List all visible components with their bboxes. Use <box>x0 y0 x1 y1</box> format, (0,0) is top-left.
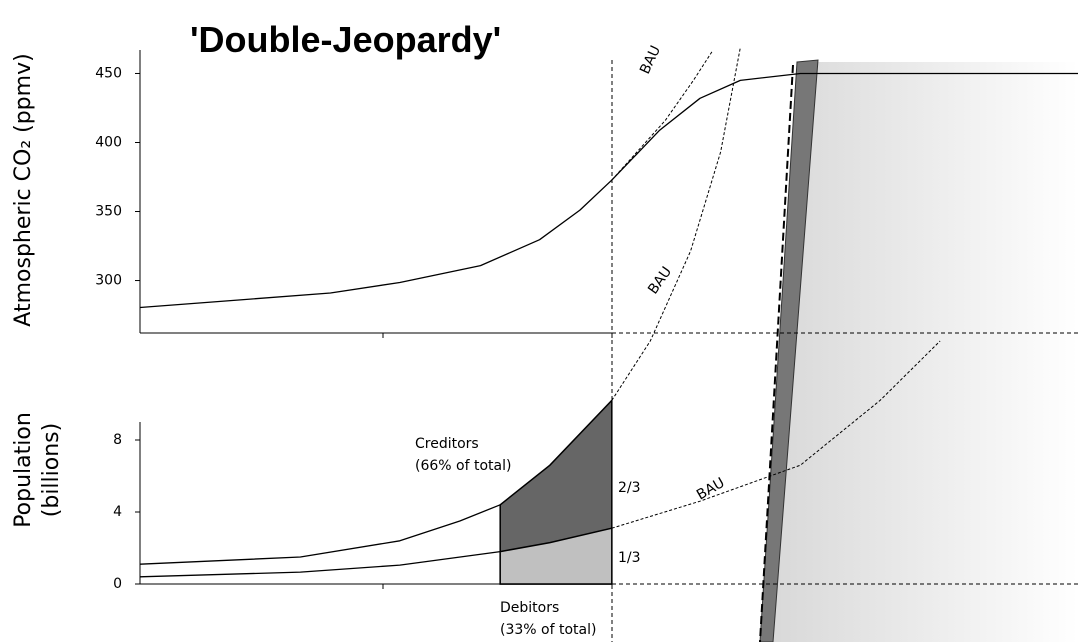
y-tick-label: 450 <box>95 65 122 81</box>
annotation: Creditors <box>415 436 479 452</box>
annotation: 1/3 <box>618 550 641 566</box>
line <box>611 47 741 401</box>
title: 'Double-Jeopardy' <box>190 19 501 60</box>
annotation: 2/3 <box>618 480 641 496</box>
wedge <box>759 59 819 642</box>
wedge-dash <box>759 64 794 642</box>
y-axis-label: (billions) <box>39 423 64 517</box>
y-axis-label: Atmospheric CO₂ (ppmv) <box>11 53 36 326</box>
line <box>611 51 713 181</box>
shade-region <box>770 62 1078 642</box>
y-tick-label: 8 <box>113 432 122 448</box>
line <box>611 340 941 529</box>
line <box>139 504 501 565</box>
annotation: (33% of total) <box>500 622 596 638</box>
y-tick-label: 0 <box>113 576 122 592</box>
y-tick-label: 300 <box>95 273 122 289</box>
y-tick-label: 350 <box>95 204 122 220</box>
annotation: BAU <box>645 264 675 297</box>
y-tick-label: 400 <box>95 134 122 150</box>
line <box>139 72 1078 309</box>
y-tick-label: 4 <box>113 504 122 520</box>
annotation: BAU <box>637 43 664 76</box>
annotation: Debitors <box>500 600 559 616</box>
line <box>139 550 501 578</box>
annotation: (66% of total) <box>415 458 511 474</box>
y-axis-label: Population <box>11 412 36 528</box>
area <box>499 527 613 585</box>
annotation: BAU <box>694 475 727 504</box>
